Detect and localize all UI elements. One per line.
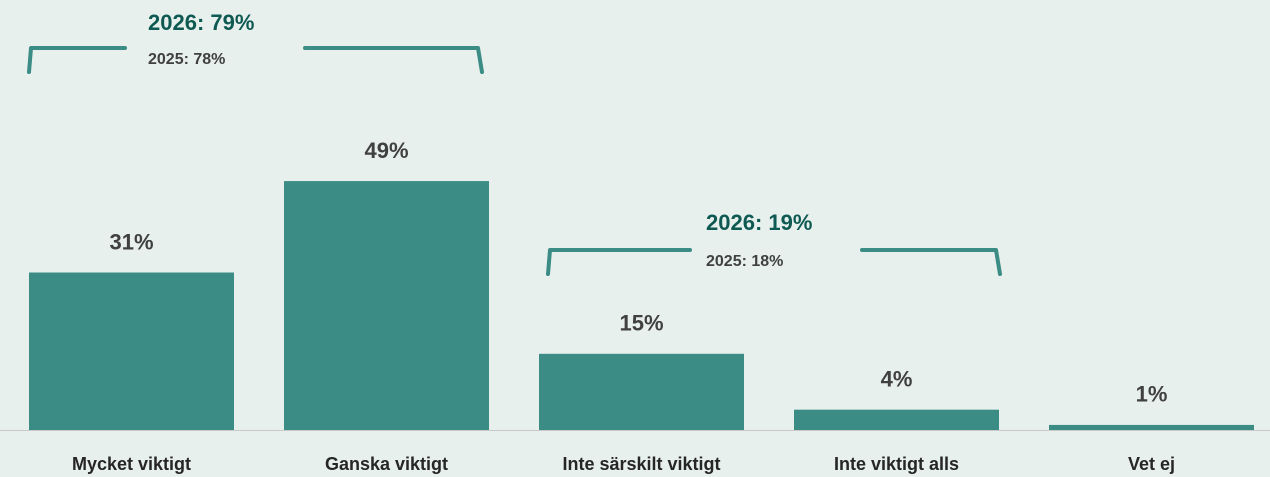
value-label: 31% [109,229,153,254]
annotation-main: 2026: 79% [148,10,254,35]
bar [794,409,999,430]
value-label: 15% [619,311,663,336]
x-tick-label: Mycket viktigt [72,454,191,474]
x-tick-label: Ganska viktigt [325,454,448,474]
bracket [27,46,484,74]
x-tick-label: Inte särskilt viktigt [562,454,720,474]
bar [29,272,234,430]
x-tick-label: Vet ej [1128,454,1175,474]
annotation-sub: 2025: 78% [148,51,225,68]
value-label: 49% [364,138,408,163]
bar [1049,424,1254,430]
bar [539,353,744,430]
bar [284,181,489,430]
annotation-sub: 2025: 18% [706,253,783,270]
value-label: 1% [1136,382,1168,407]
x-tick-label: Inte viktigt alls [834,454,959,474]
value-label: 4% [881,366,913,391]
bracket [546,248,1002,276]
annotation-main: 2026: 19% [706,210,812,235]
